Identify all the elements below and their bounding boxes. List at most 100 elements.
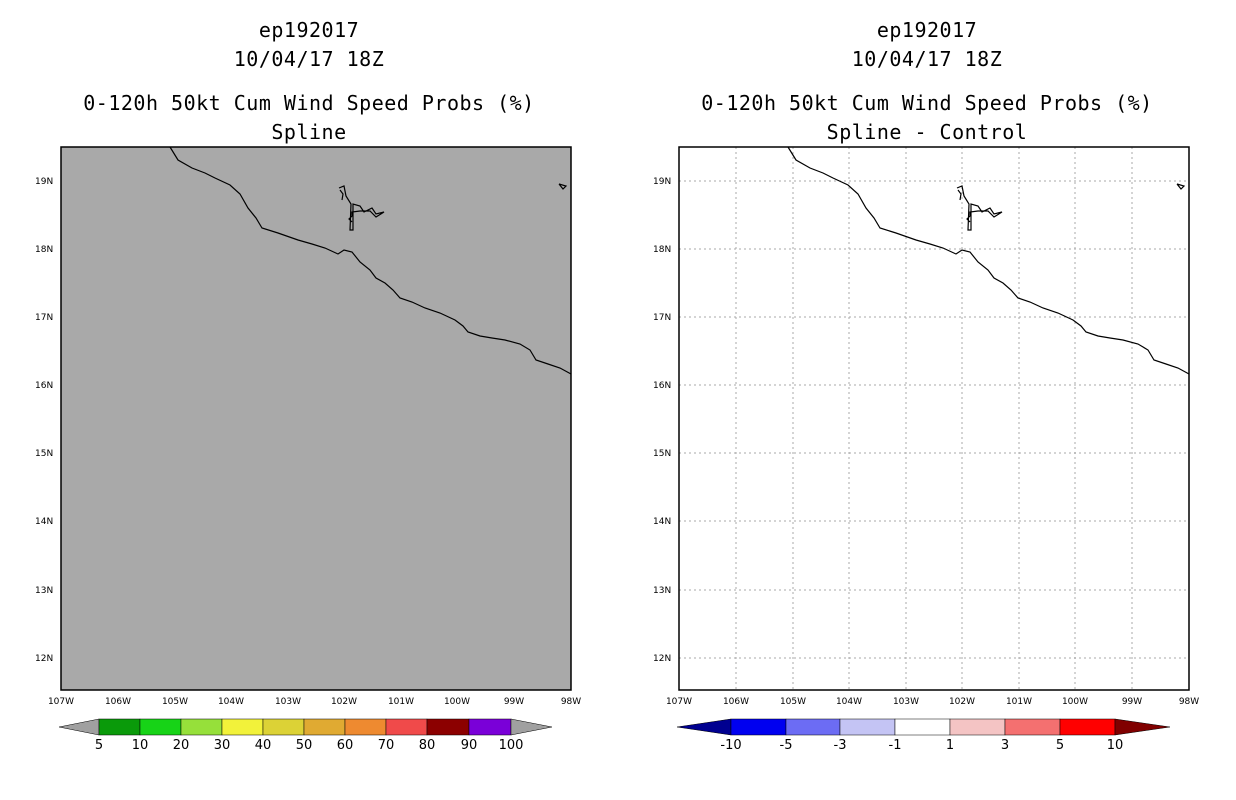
right-panel: ep192017 10/04/17 18Z 0-120h 50kt Cum Wi… [618,0,1236,800]
colorbar-box [730,718,787,736]
lat-label: 17N [35,313,53,323]
method-title: Spline [271,120,347,144]
lat-label: 12N [653,654,671,664]
colorbar-label: 40 [255,738,272,753]
lat-labels: 19N 18N 17N 16N 15N 14N 13N 12N [35,177,53,664]
lon-label: 103W [893,697,919,707]
colorbar-label: 50 [296,738,313,753]
lon-label: 103W [275,697,301,707]
lon-label: 106W [723,697,749,707]
lat-label: 15N [35,449,53,459]
colorbar-box [221,718,264,736]
lon-label: 104W [218,697,244,707]
colorbar-label: 70 [378,738,395,753]
colorbar-box [180,718,223,736]
method-title: Spline - Control [826,120,1028,144]
lat-label: 14N [35,517,53,527]
lon-label: 107W [666,697,692,707]
lat-label: 18N [35,245,53,255]
colorbar-labels: -10 -5 -3 -1 1 3 5 10 [720,738,1123,753]
colorbar-box [344,718,387,736]
colorbar-box [303,718,346,736]
colorbar-under-arrow [676,718,732,736]
lon-label: 102W [949,697,975,707]
colorbar-under-arrow [58,718,100,736]
lon-label: 105W [162,697,188,707]
colorbar-over-arrow [510,718,553,736]
colorbar-box [262,718,305,736]
lon-label: 99W [1122,697,1142,707]
colorbar-box [1059,718,1116,736]
lat-label: 17N [653,313,671,323]
lon-label: 106W [105,697,131,707]
lon-labels: 107W 106W 105W 104W 103W 102W 101W 100W … [666,697,1199,707]
product-title: 0-120h 50kt Cum Wind Speed Probs (%) [83,91,535,115]
lon-label: 107W [48,697,74,707]
colorbar-box [468,718,512,736]
colorbar-label: 100 [499,738,524,753]
lon-label: 101W [1006,697,1032,707]
colorbar-label: 1 [946,738,954,753]
lon-label: 102W [331,697,357,707]
colorbar-label: -3 [834,738,847,753]
lat-label: 13N [35,586,53,596]
lat-label: 15N [653,449,671,459]
date-title: 10/04/17 18Z [851,47,1003,71]
lat-label: 14N [653,517,671,527]
lon-labels: 107W 106W 105W 104W 103W 102W 101W 100W … [48,697,581,707]
probability-colorbar [58,718,553,736]
colorbar-label: -10 [720,738,741,753]
colorbar-box [426,718,470,736]
colorbar-box [98,718,141,736]
lat-labels: 19N 18N 17N 16N 15N 14N 13N 12N [653,177,671,664]
colorbar-label: 5 [95,738,103,753]
lon-label: 104W [836,697,862,707]
colorbar-box [894,718,951,736]
gridlines [679,147,1189,690]
probability-field [60,146,572,691]
colorbar-over-arrow [1114,718,1171,736]
lon-label: 100W [1062,697,1088,707]
lon-label: 101W [388,697,414,707]
difference-colorbar [676,718,1171,736]
colorbar-label: -5 [780,738,793,753]
coastline [169,146,572,375]
map-frame [678,146,1190,691]
colorbar-box [385,718,428,736]
lon-label: 105W [780,697,806,707]
colorbar-label: 60 [337,738,354,753]
right-map: 19N 18N 17N 16N 15N 14N 13N 12N 107W 106… [653,146,1199,753]
lon-label: 98W [1179,697,1199,707]
product-title: 0-120h 50kt Cum Wind Speed Probs (%) [701,91,1153,115]
date-title: 10/04/17 18Z [233,47,385,71]
left-panel: ep192017 10/04/17 18Z 0-120h 50kt Cum Wi… [35,18,581,753]
colorbar-box [949,718,1006,736]
lon-label: 99W [504,697,524,707]
colorbar-box [785,718,841,736]
colorbar-label: 10 [132,738,149,753]
colorbar-label: 90 [461,738,478,753]
colorbar-box [839,718,896,736]
lat-label: 16N [653,381,671,391]
lat-label: 19N [35,177,53,187]
coastline [787,146,1190,375]
storm-id-title: ep192017 [258,18,360,42]
colorbar-box [139,718,182,736]
lat-label: 12N [35,654,53,664]
lat-label: 18N [653,245,671,255]
colorbar-label: 3 [1001,738,1009,753]
colorbar-label: -1 [889,738,902,753]
storm-id-title: ep192017 [876,18,978,42]
lat-label: 19N [653,177,671,187]
colorbar-labels: 5 10 20 30 40 50 60 70 80 90 100 [95,738,524,753]
difference-field [679,147,1189,690]
colorbar-box [1004,718,1061,736]
lat-label: 16N [35,381,53,391]
colorbar-label: 5 [1056,738,1064,753]
lat-label: 13N [653,586,671,596]
colorbar-label: 30 [214,738,231,753]
colorbar-label: 20 [173,738,190,753]
colorbar-label: 80 [419,738,436,753]
lon-label: 98W [561,697,581,707]
lon-label: 100W [444,697,470,707]
